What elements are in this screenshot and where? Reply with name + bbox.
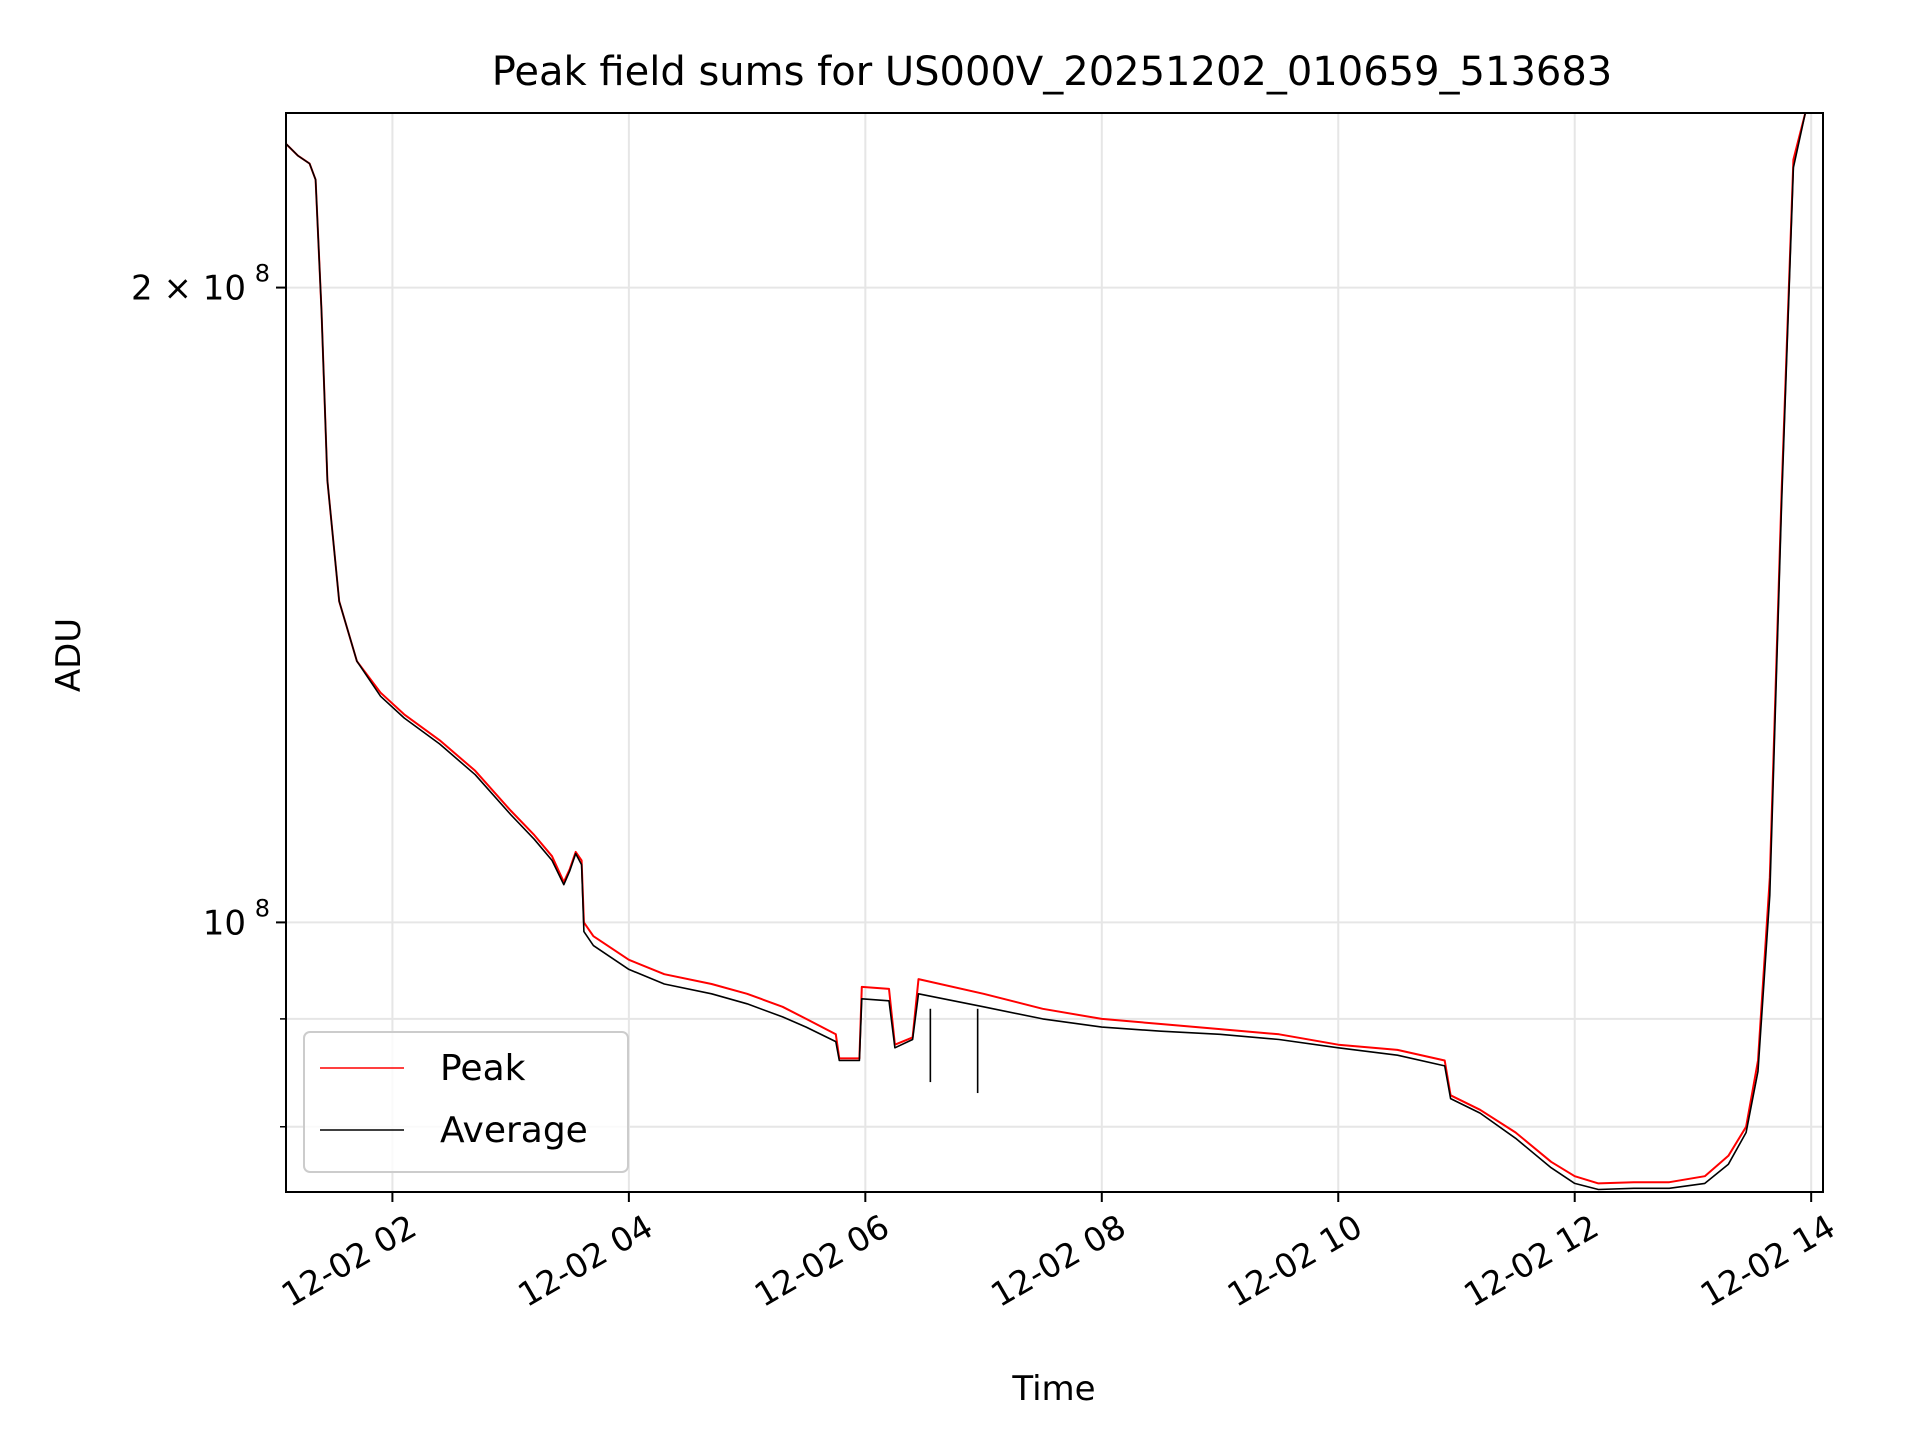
legend-label-average: Average <box>440 1110 588 1151</box>
y-axis: 10 8 2 × 10 8 <box>131 260 286 1128</box>
grid <box>286 113 1823 1192</box>
legend-label-peak: Peak <box>440 1048 526 1089</box>
y-tick-label: 10 <box>203 903 246 943</box>
y-axis-label: ADU <box>49 618 89 692</box>
y-tick-label-exponent: 8 <box>255 260 270 288</box>
series-group <box>286 113 1807 1191</box>
legend-box <box>303 1031 629 1173</box>
y-tick-label-exponent: 8 <box>255 894 270 922</box>
series-line-average <box>286 113 1807 1191</box>
chart-title: Peak field sums for US000V_20251202_0106… <box>492 49 1613 95</box>
legend: Peak Average <box>303 1031 629 1173</box>
plot-frame <box>285 112 1824 1193</box>
x-axis-label: Time <box>1011 1369 1095 1409</box>
y-tick-label: 2 × 10 <box>131 269 246 309</box>
